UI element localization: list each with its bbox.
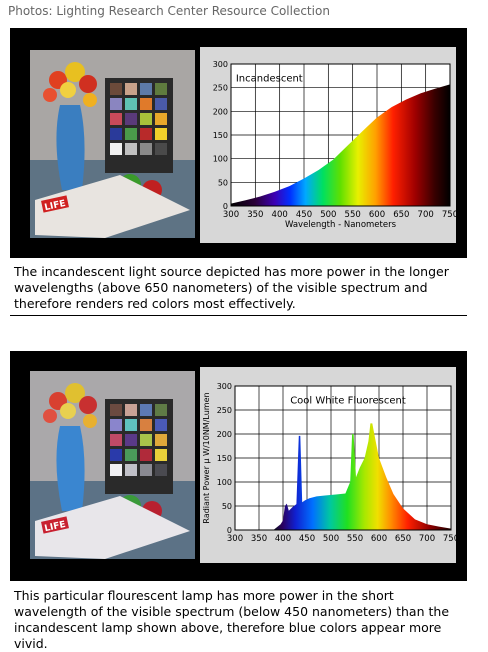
incandescent-chart: 300 350 400 450 500 550 600 650 700 750 0 50 100 150 2…: [200, 47, 458, 243]
x-tick-label: 400: [275, 534, 291, 544]
x-tick-label: 650: [395, 534, 411, 544]
x-tick-label: 750: [443, 534, 456, 544]
incandescent-panel: LIFE: [10, 28, 467, 258]
x-tick-label: 600: [371, 534, 387, 544]
y-tick-label: 150: [217, 454, 232, 463]
x-tick-label: 700: [419, 534, 435, 544]
x-tick-label: 550: [347, 534, 363, 544]
still-life-illustration: LIFE: [30, 371, 195, 559]
photo-credit: Photos: Lighting Research Center Resourc…: [8, 4, 330, 18]
x-tick-label: 750: [442, 210, 456, 220]
fluorescent-caption: This particular flourescent lamp has mor…: [14, 588, 450, 651]
x-tick-label: 350: [251, 534, 267, 544]
x-tick-label: 700: [418, 210, 434, 220]
fluorescent-spectrum-chart: 300 350 400 450 500 550 600 650 700 750 0 50 100 150 2…: [202, 382, 459, 544]
x-tick-label: 500: [320, 210, 336, 220]
magazine-logo: LIFE: [44, 199, 67, 213]
chart-title: Incandescent: [236, 73, 303, 84]
x-tick-label: 300: [227, 534, 243, 544]
y-tick-label: 100: [213, 155, 228, 164]
y-tick-label: 250: [213, 84, 228, 93]
y-tick-label: 100: [217, 478, 232, 487]
still-life-illustration: LIFE: [30, 50, 195, 238]
y-tick-label: 250: [217, 406, 232, 415]
fluorescent-chart: 300 350 400 450 500 550 600 650 700 750 0 50 100 150 2…: [200, 367, 459, 563]
spectrum-area: [231, 84, 450, 206]
x-tick-label: 450: [296, 210, 312, 220]
y-tick-label: 50: [222, 502, 232, 511]
magazine-logo: LIFE: [44, 520, 67, 534]
fluorescent-panel: LIFE: [10, 351, 467, 581]
x-tick-label: 300: [223, 210, 239, 220]
y-tick-label: 0: [227, 526, 232, 535]
y-tick-label: 150: [213, 131, 228, 140]
plot-frame: [234, 385, 452, 531]
x-tick-label: 650: [393, 210, 409, 220]
y-tick-label: 200: [213, 107, 228, 116]
still-life-photo-fluorescent: LIFE: [30, 371, 195, 559]
x-axis-label: Wavelength - Nanometers: [285, 220, 397, 230]
chart-title: Cool White Fluorescent: [290, 396, 406, 407]
x-tick-label: 400: [272, 210, 288, 220]
y-tick-label: 200: [217, 430, 232, 439]
incandescent-caption: The incandescent light source depicted h…: [14, 264, 449, 311]
y-tick-label: 50: [218, 178, 228, 187]
x-tick-label: 550: [345, 210, 361, 220]
divider: [10, 315, 467, 316]
x-tick-label: 500: [323, 534, 339, 544]
y-axis-label: Radiant Power μ W/10NM/Lumen: [202, 392, 211, 523]
y-tick-label: 300: [213, 60, 228, 69]
y-tick-label: 0: [223, 202, 228, 211]
spectrum-area: [273, 423, 451, 530]
x-tick-label: 350: [247, 210, 263, 220]
still-life-photo-incandescent: LIFE: [30, 50, 195, 238]
plot-frame: [230, 63, 451, 207]
y-tick-label: 300: [217, 382, 232, 391]
incandescent-spectrum-chart: 300 350 400 450 500 550 600 650 700 750 0 50 100 150 2…: [213, 60, 458, 230]
x-tick-label: 450: [299, 534, 315, 544]
x-tick-label: 600: [369, 210, 385, 220]
